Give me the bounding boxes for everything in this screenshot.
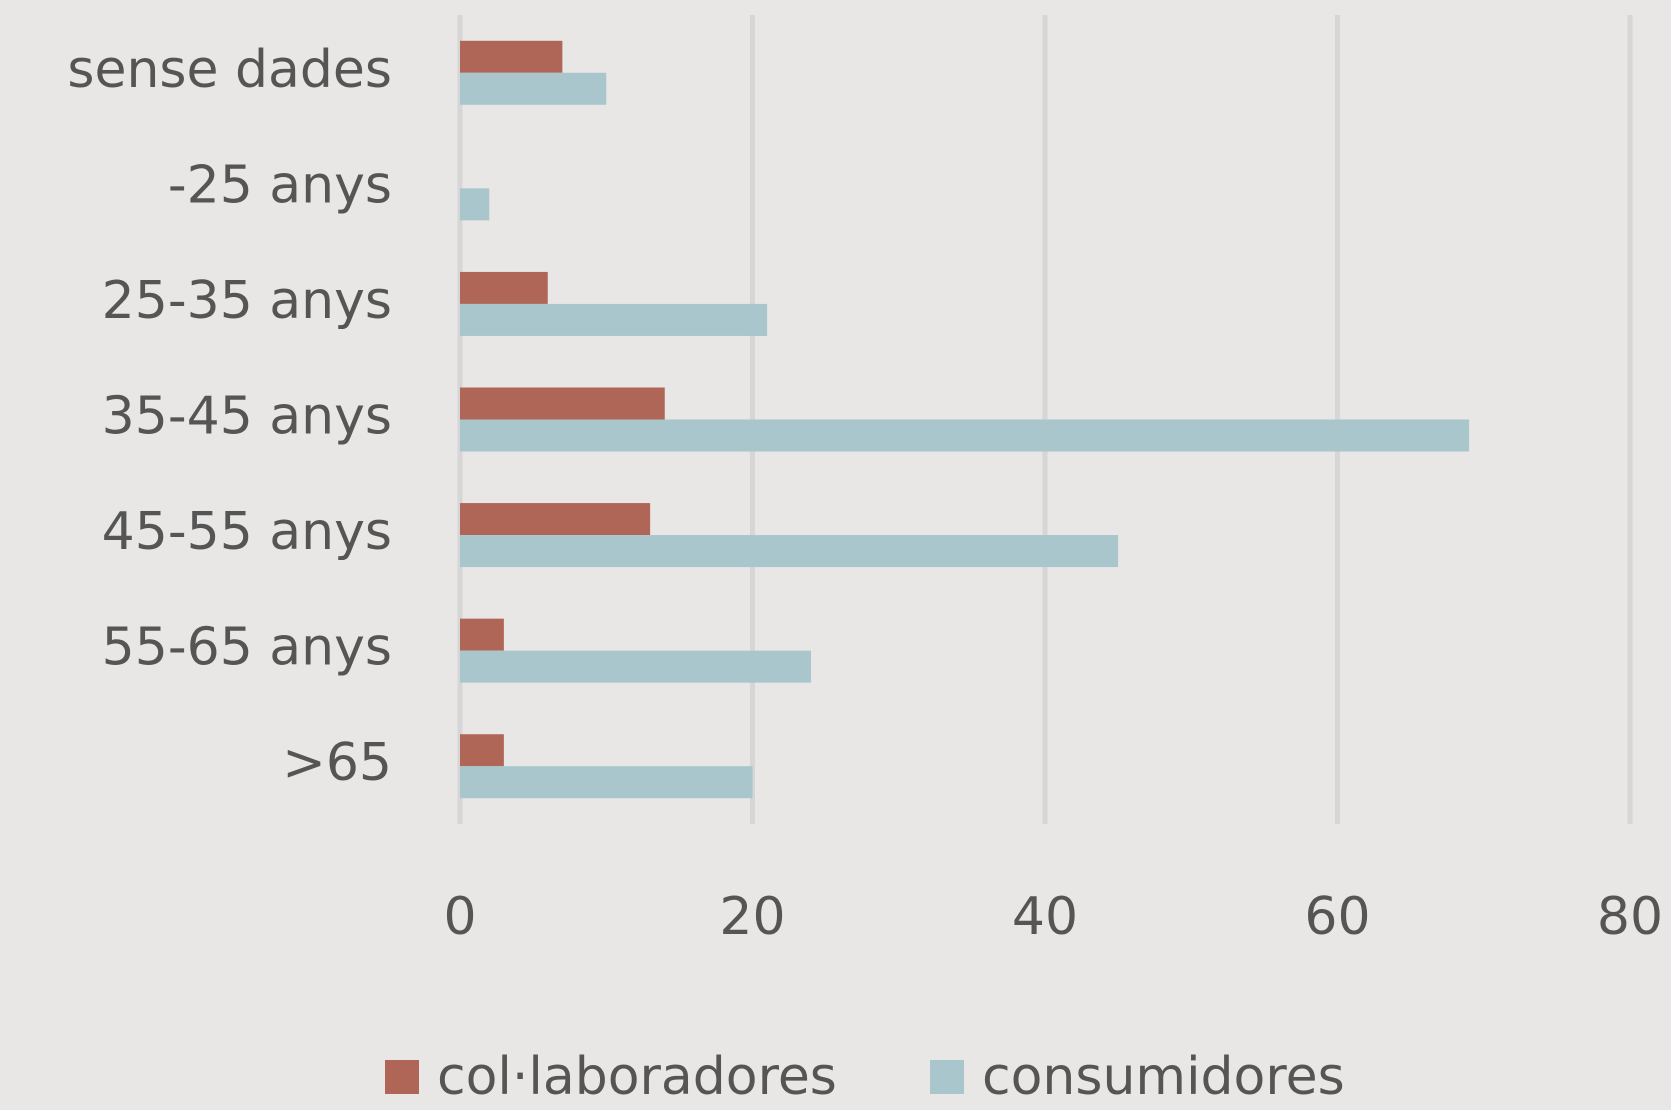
- bar: [460, 387, 665, 420]
- legend-label: consumidores: [982, 1047, 1345, 1106]
- legend-label: col·laboradores: [437, 1047, 837, 1106]
- x-tick-label: 60: [1304, 887, 1370, 947]
- bar: [460, 188, 490, 221]
- bar: [460, 766, 753, 799]
- x-tick-label: 80: [1597, 887, 1663, 947]
- bar: [460, 419, 1470, 452]
- y-tick-label: 55-65 anys: [102, 618, 392, 678]
- legend-swatch: [385, 1060, 419, 1094]
- x-tick-label: 40: [1012, 887, 1078, 947]
- bar: [460, 734, 504, 767]
- bar: [460, 535, 1119, 568]
- y-tick-label: 25-35 anys: [102, 271, 392, 331]
- bar: [460, 618, 504, 651]
- bar: [460, 40, 563, 73]
- x-tick-label: 0: [443, 887, 476, 947]
- bar: [460, 650, 811, 683]
- y-tick-label: >65: [282, 733, 392, 793]
- y-tick-label: -25 anys: [168, 155, 392, 215]
- y-tick-label: sense dades: [67, 40, 392, 100]
- y-tick-label: 35-45 anys: [102, 387, 392, 447]
- bar: [460, 503, 651, 536]
- x-tick-label: 20: [719, 887, 785, 947]
- bar: [460, 72, 607, 105]
- legend-swatch: [930, 1060, 964, 1094]
- bar: [460, 303, 768, 336]
- y-tick-label: 45-55 anys: [102, 502, 392, 562]
- bar: [460, 271, 548, 304]
